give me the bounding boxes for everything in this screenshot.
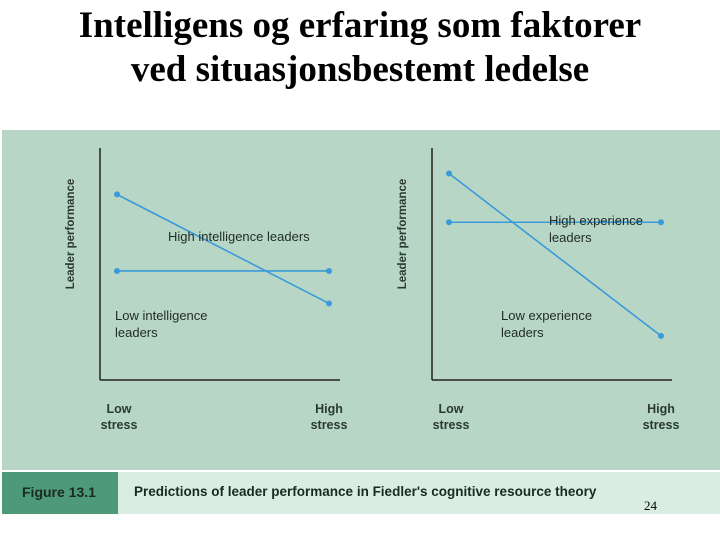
x-tick-label-2-1-1: Low <box>439 402 464 416</box>
slide-title-line-1: Intelligens og erfaring som faktorer <box>78 5 642 46</box>
slide-title-line-2: ved situasjonsbestemt ledelse <box>130 49 590 90</box>
data-point-2-2-2 <box>658 332 664 339</box>
y-axis-label-1: Leader performance <box>65 179 77 290</box>
x-tick-label-2-2-1: High <box>647 402 675 416</box>
x-tick-label-1-1-1: Low <box>107 402 132 416</box>
series-label-2-2-2: leaders <box>501 325 544 340</box>
series-label-1-1-1: High intelligence leaders <box>168 229 310 244</box>
data-point-2-1-1 <box>446 219 452 226</box>
figure-caption-bar: Figure 13.1 Predictions of leader perfor… <box>2 472 720 514</box>
figure-charts: Leader performance Low stress High stress Hig… <box>65 148 680 432</box>
data-point-1-1-1 <box>114 191 120 198</box>
x-tick-label-2-1-2: stress <box>433 418 470 432</box>
figure-tag-label: Figure 13.1 <box>22 484 96 500</box>
figure-tag: Figure 13.1 <box>2 472 118 514</box>
series-label-2-2-1: Low experience <box>501 308 592 323</box>
page-number: 24 <box>644 498 657 513</box>
slide-title: Intelligens og erfaring som faktorer ved… <box>0 4 720 92</box>
data-point-2-2-1 <box>446 170 452 177</box>
data-point-1-1-2 <box>326 300 332 307</box>
data-point-1-2-1 <box>114 267 120 274</box>
y-axis-label-2: Leader performance <box>397 179 409 290</box>
series-label-2-1-1: High experience <box>549 213 643 228</box>
series-line-2-2 <box>448 172 662 337</box>
series-line-1-1 <box>116 193 330 305</box>
data-point-2-1-2 <box>658 219 664 226</box>
figure-caption: Predictions of leader performance in Fie… <box>134 484 597 499</box>
x-tick-label-2-2-2: stress <box>643 418 680 432</box>
series-label-1-2-2: leaders <box>115 325 158 340</box>
x-tick-label-1-2-1: High <box>315 402 343 416</box>
series-label-2-1-2: leaders <box>549 230 592 245</box>
series-label-1-2-1: Low intelligence <box>115 308 208 323</box>
x-tick-label-1-2-2: stress <box>311 418 348 432</box>
data-point-1-2-2 <box>326 267 332 274</box>
x-tick-label-1-1-2: stress <box>101 418 138 432</box>
figure-area: Leader performance Low stress High stress Hig… <box>2 130 720 470</box>
